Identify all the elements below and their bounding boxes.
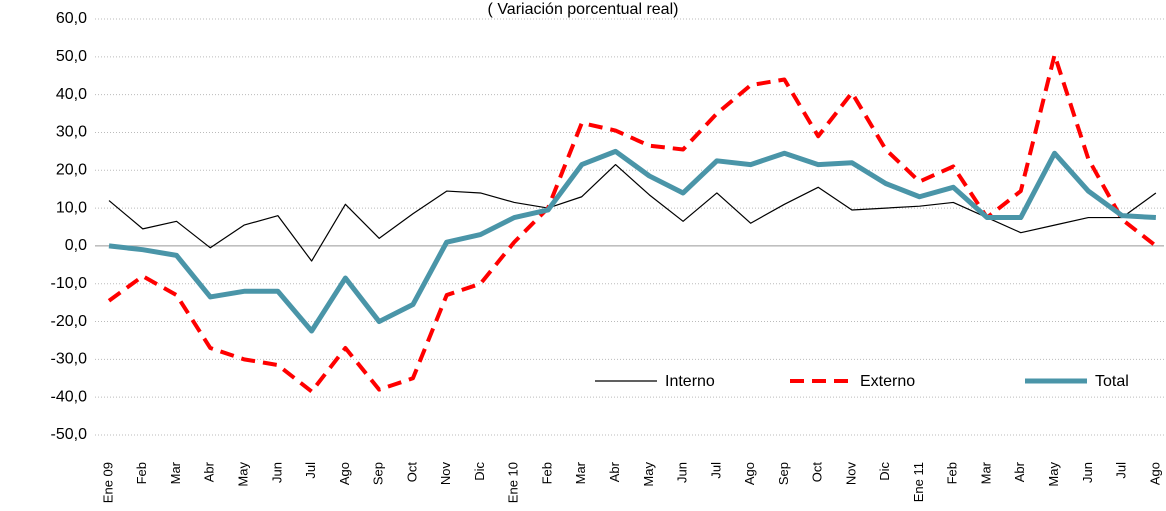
x-tick-label: Abr bbox=[202, 461, 217, 482]
legend-label: Interno bbox=[665, 373, 715, 390]
x-tick-label: Dic bbox=[877, 462, 892, 481]
y-tick-label: 40,0 bbox=[56, 86, 87, 103]
series-line bbox=[108, 164, 1157, 262]
x-tick-label: Mar bbox=[978, 461, 993, 484]
x-tick-label: Abr bbox=[1012, 461, 1027, 482]
x-tick-label: Feb bbox=[539, 462, 554, 484]
x-tick-label: May bbox=[641, 462, 656, 487]
x-tick-label: Mar bbox=[573, 461, 588, 484]
x-tick-label: Jun bbox=[269, 462, 284, 483]
x-tick-label: Jul bbox=[708, 462, 723, 479]
y-tick-label: -50,0 bbox=[51, 426, 88, 443]
x-tick-label: Jul bbox=[303, 462, 318, 479]
legend-label: Total bbox=[1095, 373, 1129, 390]
series-line bbox=[107, 52, 1158, 394]
x-tick-label: Ene 11 bbox=[911, 462, 926, 502]
series-line bbox=[108, 148, 1157, 334]
x-tick-label: Oct bbox=[404, 462, 419, 483]
x-tick-label: Mar bbox=[168, 461, 183, 484]
x-tick-label: Dic bbox=[472, 462, 487, 481]
x-tick-label: Ene 09 bbox=[100, 462, 115, 503]
x-tick-label: Feb bbox=[134, 462, 149, 484]
y-tick-label: 30,0 bbox=[56, 124, 87, 141]
y-tick-label: -20,0 bbox=[51, 313, 88, 330]
x-tick-label: Jun bbox=[1080, 462, 1095, 483]
x-tick-label: Nov bbox=[843, 462, 858, 486]
x-tick-label: Jun bbox=[675, 462, 690, 483]
legend-label: Externo bbox=[860, 373, 915, 390]
x-tick-label: Abr bbox=[607, 461, 622, 482]
x-tick-label: Feb bbox=[945, 462, 960, 484]
x-tick-label: Sep bbox=[371, 462, 386, 485]
x-tick-label: Jul bbox=[1114, 462, 1129, 479]
x-tick-label: May bbox=[236, 462, 251, 487]
x-tick-label: Nov bbox=[438, 462, 453, 486]
y-tick-label: -30,0 bbox=[51, 351, 88, 368]
y-tick-label: 50,0 bbox=[56, 48, 87, 65]
x-tick-label: Sep bbox=[776, 462, 791, 485]
x-tick-label: Ene 10 bbox=[506, 462, 521, 503]
x-tick-label: Oct bbox=[810, 462, 825, 483]
y-tick-label: -40,0 bbox=[51, 388, 88, 405]
x-tick-label: May bbox=[1046, 462, 1061, 487]
y-tick-label: -10,0 bbox=[51, 275, 88, 292]
x-tick-label: Ago bbox=[337, 462, 352, 485]
y-tick-label: 0,0 bbox=[65, 237, 87, 254]
y-tick-label: 10,0 bbox=[56, 199, 87, 216]
x-tick-label: Ago bbox=[742, 462, 757, 485]
y-tick-label: 20,0 bbox=[56, 161, 87, 178]
chart-title: ( Variación porcentual real) bbox=[488, 1, 679, 18]
x-tick-label: Ago bbox=[1147, 462, 1162, 485]
y-tick-label: 60,0 bbox=[56, 10, 87, 27]
